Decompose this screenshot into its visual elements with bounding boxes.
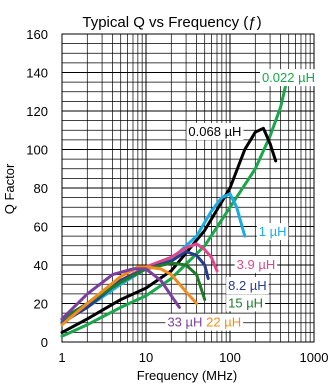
series-label-background <box>234 255 278 273</box>
plot-frame <box>61 33 315 343</box>
series-label: 33 µH <box>167 315 202 330</box>
series-line <box>60 250 210 325</box>
series-label: 1 µH <box>259 224 287 239</box>
series-lines <box>60 71 294 338</box>
y-tick-label: 80 <box>34 181 48 196</box>
y-tick-label: 20 <box>34 297 48 312</box>
y-tick-label: 60 <box>34 220 48 235</box>
tick-labels: 0 20 40 60 80 100 120 140 160 1 10 100 1000 <box>26 27 328 365</box>
x-tick-label: 10 <box>139 350 153 365</box>
series-label: 22 µH <box>206 315 241 330</box>
y-tick-label: 120 <box>26 104 48 119</box>
x-tick-label: 1 <box>58 350 65 365</box>
series-label-background <box>204 313 244 331</box>
series-labels: 0.022 µH 0.068 µH 1 µH 3.9 µH 8.2 µH 15 µH 22 … <box>165 69 317 331</box>
series-label-background <box>256 223 289 241</box>
series-label: 3.9 µH <box>237 257 276 272</box>
x-axis-title: Frequency (MHz) <box>137 368 237 383</box>
y-tick-label: 160 <box>26 27 48 42</box>
y-tick-label: 140 <box>26 66 48 81</box>
series-label: 8.2 µH <box>228 278 267 293</box>
y-tick-label: 100 <box>26 143 48 158</box>
chart-title: Typical Q vs Frequency (ƒ) <box>82 14 261 31</box>
y-tick-label: 40 <box>34 258 48 273</box>
series-label-background <box>226 277 269 295</box>
series-line <box>60 265 199 327</box>
series-label-background <box>186 123 244 141</box>
series-line <box>60 71 294 338</box>
y-axis-title: Q Factor <box>2 163 17 214</box>
series-label: 0.022 µH <box>262 70 315 85</box>
series-line <box>60 267 181 321</box>
series-label: 0.068 µH <box>188 124 241 139</box>
x-tick-label: 100 <box>219 350 241 365</box>
x-tick-label: 1000 <box>300 350 329 365</box>
series-label-background <box>165 313 205 331</box>
series-line <box>60 126 278 334</box>
series-line <box>60 192 247 323</box>
series-label: 15 µH <box>228 295 263 310</box>
series-label-background <box>226 294 266 312</box>
series-label-background <box>259 69 317 87</box>
y-tick-label: 0 <box>41 335 48 350</box>
